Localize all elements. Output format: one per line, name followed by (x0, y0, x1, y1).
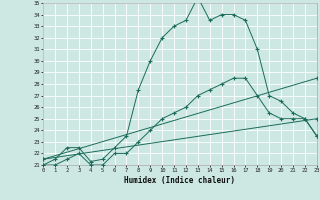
X-axis label: Humidex (Indice chaleur): Humidex (Indice chaleur) (124, 176, 236, 185)
